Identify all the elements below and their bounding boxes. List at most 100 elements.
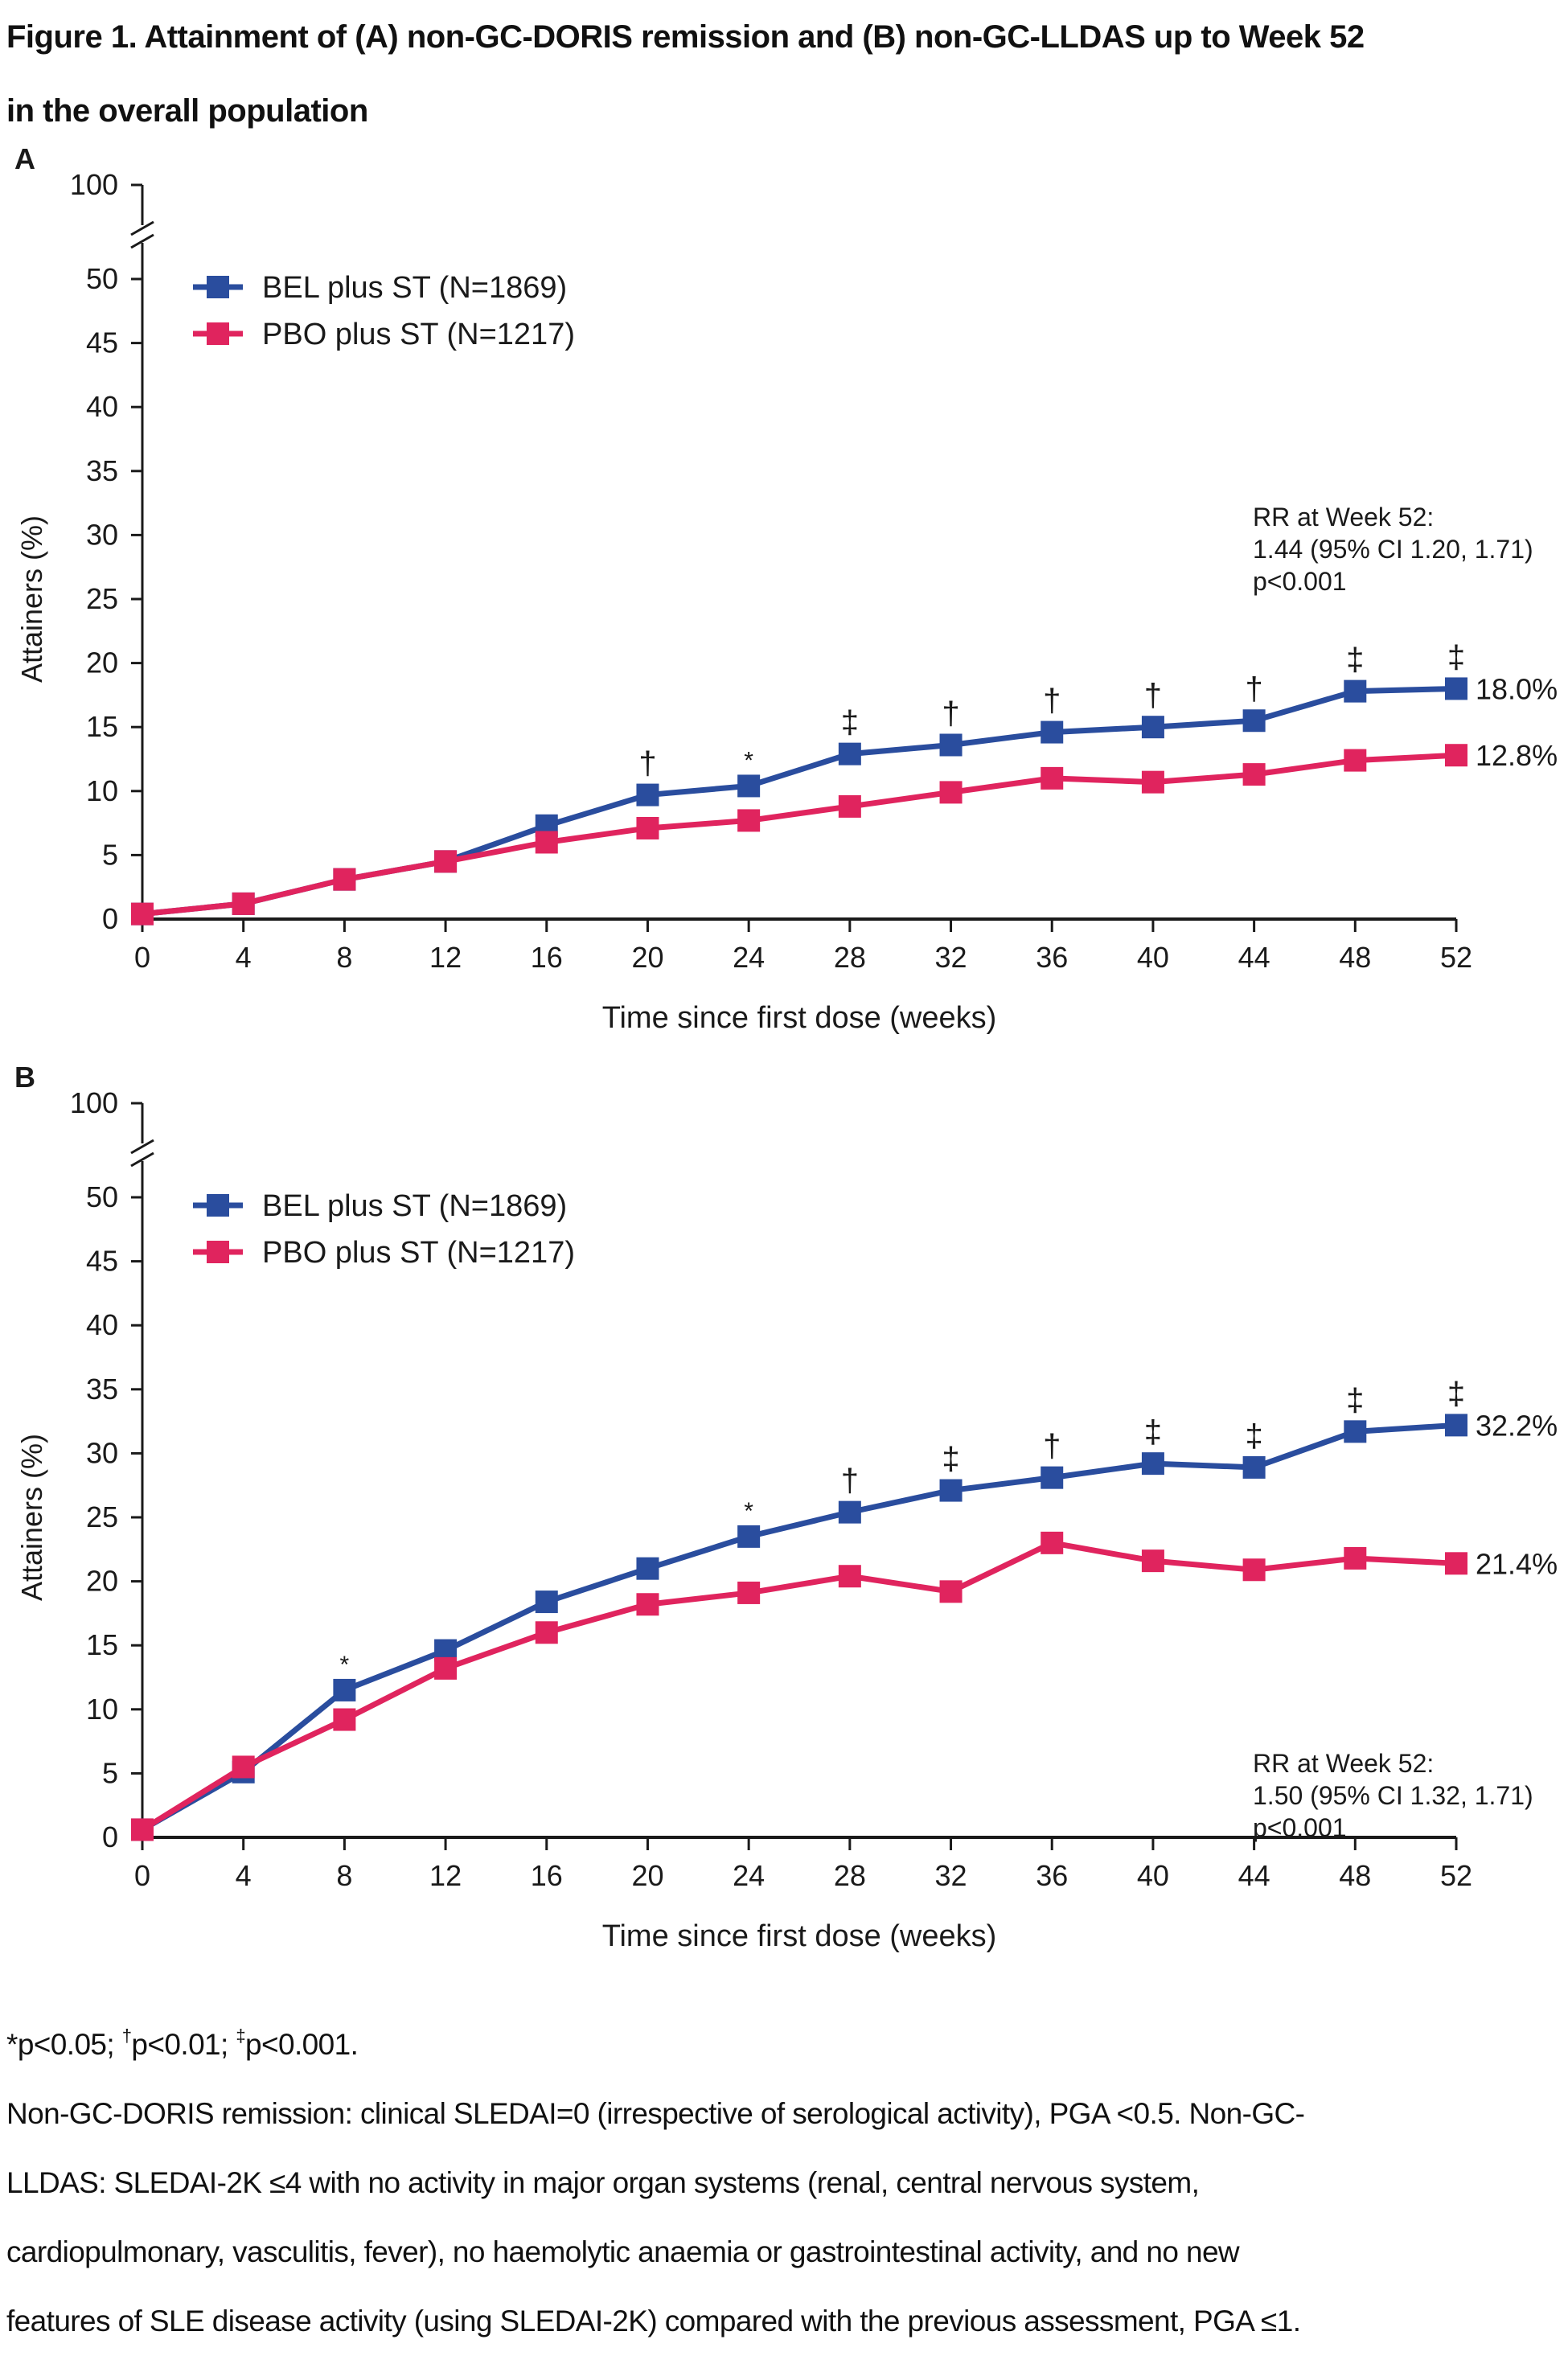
figure-title-line-2: in the overall population xyxy=(6,93,368,129)
y-tick-label: 40 xyxy=(86,390,118,423)
y-tick-label: 30 xyxy=(86,1436,118,1469)
data-point-bel xyxy=(1041,1466,1064,1489)
footnotes: *p<0.05; †p<0.01; ‡p<0.001. Non-GC-DORIS… xyxy=(6,2010,1566,2356)
data-point-pbo xyxy=(1445,1552,1467,1575)
figure-title-line-1: Figure 1. Attainment of (A) non-GC-DORIS… xyxy=(6,19,1365,55)
data-point-bel xyxy=(1141,716,1164,739)
y-tick-label: 5 xyxy=(102,1756,118,1789)
y-tick-label: 0 xyxy=(102,1820,118,1853)
end-value-label-bel: 18.0% xyxy=(1476,672,1558,705)
data-point-pbo xyxy=(1242,763,1266,786)
sig-text-2: p<0.01; xyxy=(131,2028,236,2061)
y-tick-label: 15 xyxy=(86,710,118,743)
significance-marker: ‡ xyxy=(1346,1382,1364,1418)
data-point-pbo xyxy=(131,902,154,926)
data-point-bel xyxy=(333,1678,356,1701)
y-tick-label: 25 xyxy=(86,1500,118,1533)
significance-marker: ‡ xyxy=(1447,639,1465,675)
significance-marker: ‡ xyxy=(1245,1418,1262,1454)
data-point-pbo xyxy=(1141,1549,1164,1573)
series-line-pbo xyxy=(142,752,1457,917)
series-line-pbo xyxy=(141,1540,1457,1833)
data-point-pbo xyxy=(737,809,761,832)
data-point-bel xyxy=(1445,1414,1467,1437)
x-tick-label: 36 xyxy=(1036,1859,1068,1892)
sig-symbol-double-dagger: ‡ xyxy=(236,2026,246,2046)
y-tick-label: 50 xyxy=(86,1180,118,1213)
legend-marker-pbo xyxy=(207,1241,229,1263)
x-tick-label: 20 xyxy=(631,941,663,974)
x-tick-label: 24 xyxy=(733,941,765,974)
data-point-pbo xyxy=(434,1656,458,1680)
panel-label: B xyxy=(14,1061,35,1094)
y-tick-label: 15 xyxy=(86,1628,118,1661)
data-point-pbo xyxy=(1344,1546,1367,1570)
legend-marker-pbo xyxy=(207,322,229,345)
sig-symbol-dagger: † xyxy=(121,2026,132,2046)
data-point-pbo xyxy=(636,1593,659,1616)
significance-marker: † xyxy=(942,696,959,731)
data-point-bel xyxy=(1445,677,1467,700)
x-tick-label: 28 xyxy=(834,941,866,974)
x-tick-label: 32 xyxy=(935,941,967,974)
x-tick-label: 8 xyxy=(336,941,352,974)
rr-annotation-line: p<0.001 xyxy=(1253,1813,1347,1842)
definition-line-1: Non-GC-DORIS remission: clinical SLEDAI=… xyxy=(6,2097,1305,2130)
data-point-bel xyxy=(636,783,659,807)
end-value-label-pbo: 12.8% xyxy=(1476,739,1558,772)
x-tick-label: 28 xyxy=(834,1859,866,1892)
y-tick-label: 100 xyxy=(70,1086,118,1119)
legend-label-bel: BEL plus ST (N=1869) xyxy=(262,1189,567,1223)
sig-text-3: p<0.001. xyxy=(245,2028,359,2061)
y-tick-label: 10 xyxy=(86,1693,118,1726)
x-tick-label: 44 xyxy=(1238,1859,1270,1892)
x-tick-label: 16 xyxy=(531,1859,563,1892)
axis-break-mark xyxy=(130,1151,154,1168)
y-tick-label: 35 xyxy=(86,1373,118,1406)
legend-marker-bel xyxy=(207,1194,229,1217)
data-point-bel xyxy=(737,774,761,798)
rr-annotation-line: 1.44 (95% CI 1.20, 1.71) xyxy=(1253,535,1533,564)
panel-label: A xyxy=(14,142,35,175)
data-point-bel xyxy=(1242,709,1266,733)
y-tick-label: 35 xyxy=(86,454,118,487)
data-point-pbo xyxy=(232,892,255,915)
significance-marker: † xyxy=(638,746,656,782)
axis-break-mark xyxy=(130,220,154,236)
significance-marker: † xyxy=(1043,683,1061,719)
rr-annotation-line: p<0.001 xyxy=(1253,567,1347,596)
data-point-bel xyxy=(1041,720,1064,744)
end-value-label-pbo: 21.4% xyxy=(1476,1547,1558,1580)
data-point-bel xyxy=(1242,1455,1266,1479)
data-point-pbo xyxy=(1242,1558,1266,1582)
legend-label-pbo: PBO plus ST (N=1217) xyxy=(262,318,575,351)
panel-b: B 100 0 5 10 15 20 25 30 35 40 45 50 Attainers (%) 0 4 8… xyxy=(0,1055,1568,1972)
rr-annotation-line: RR at Week 52: xyxy=(1253,1749,1434,1778)
data-point-pbo xyxy=(939,781,963,804)
x-tick-label: 4 xyxy=(236,1859,252,1892)
data-point-bel xyxy=(1344,1420,1367,1443)
x-tick-label: 8 xyxy=(336,1859,352,1892)
significance-marker: ‡ xyxy=(1346,642,1364,678)
definition-line-4: features of SLE disease activity (using … xyxy=(6,2305,1301,2338)
data-point-pbo xyxy=(838,794,861,818)
data-point-pbo xyxy=(636,816,659,839)
legend-label-bel: BEL plus ST (N=1869) xyxy=(262,271,567,305)
y-tick-label: 45 xyxy=(86,1245,118,1278)
x-tick-label: 20 xyxy=(631,1859,663,1892)
y-tick-label: 50 xyxy=(86,262,118,295)
x-tick-label: 16 xyxy=(531,941,563,974)
figure-title: Figure 1. Attainment of (A) non-GC-DORIS… xyxy=(6,0,1566,148)
y-axis-label: Attainers (%) xyxy=(15,515,48,683)
data-point-pbo xyxy=(232,1755,255,1779)
y-tick-label: 0 xyxy=(102,902,118,935)
data-point-pbo xyxy=(333,1708,356,1731)
rr-annotation-line: 1.50 (95% CI 1.32, 1.71) xyxy=(1253,1781,1533,1810)
axis-break-mark xyxy=(130,233,154,249)
panel-a: A 100 0 5 10 15 20 25 30 35 40 45 50 Attainers (%) 0 4 8… xyxy=(0,137,1568,1053)
y-tick-label: 5 xyxy=(102,838,118,871)
data-point-pbo xyxy=(1041,766,1064,790)
series-line-bel xyxy=(141,1422,1457,1833)
